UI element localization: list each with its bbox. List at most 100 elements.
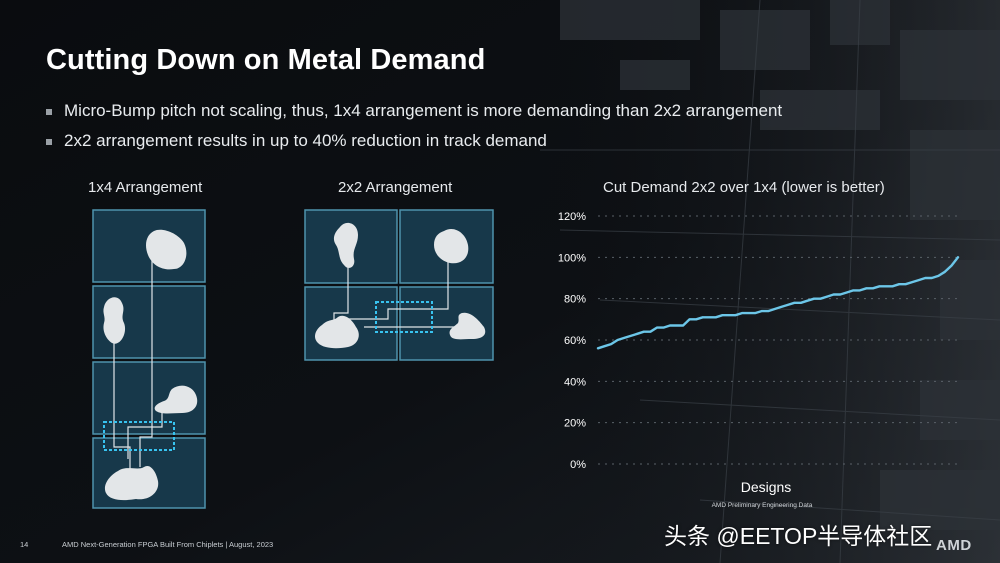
route-wire	[139, 249, 153, 467]
dashed-routing-box	[103, 421, 175, 451]
route-wire	[333, 249, 349, 323]
y-tick-label: 40%	[564, 376, 586, 388]
data-point	[819, 297, 822, 300]
data-point	[597, 347, 599, 350]
arrangement-1x4-label: 1x4 Arrangement	[88, 179, 203, 196]
data-point	[728, 314, 730, 317]
data-point	[754, 312, 756, 314]
data-point	[610, 343, 612, 345]
page-number: 14	[20, 540, 29, 549]
data-point	[904, 283, 907, 286]
dashed-routing-box	[375, 301, 433, 333]
bullet-item: 2x2 arrangement results in up to 40% red…	[46, 126, 782, 156]
arrangement-2x2-diagram	[304, 209, 494, 361]
y-tick-label: 20%	[564, 418, 586, 430]
data-point	[937, 275, 940, 277]
data-point	[806, 299, 809, 302]
data-point	[629, 335, 632, 337]
data-point	[793, 301, 796, 304]
y-tick-label: 80%	[564, 294, 586, 306]
data-point	[767, 310, 770, 312]
chiplet-tile	[304, 209, 398, 284]
data-point	[773, 308, 776, 310]
data-point	[734, 314, 737, 317]
data-point	[813, 297, 815, 300]
bump-blob	[103, 297, 126, 344]
y-tick-label: 120%	[558, 211, 586, 223]
route-wire	[113, 327, 131, 469]
data-point	[603, 345, 606, 348]
data-point	[695, 318, 698, 321]
bump-blob	[434, 228, 469, 264]
amd-logo: AMD	[936, 537, 972, 554]
data-point	[845, 291, 848, 294]
y-tick-label: 100%	[558, 252, 586, 264]
arrangement-2x2-label: 2x2 Arrangement	[338, 179, 453, 196]
data-point	[741, 312, 743, 314]
data-point	[917, 279, 920, 281]
data-point	[872, 287, 874, 290]
data-point	[898, 283, 900, 286]
data-point	[852, 289, 855, 292]
data-point	[714, 316, 717, 319]
bump-blob	[146, 229, 187, 270]
data-point	[950, 264, 953, 267]
data-point	[662, 326, 665, 329]
bullet-item: Micro-Bump pitch not scaling, thus, 1x4 …	[46, 96, 782, 126]
bump-blob	[154, 385, 198, 414]
data-point	[656, 326, 658, 329]
data-point	[865, 287, 868, 290]
bump-blob	[449, 312, 486, 340]
data-point	[800, 301, 802, 304]
bump-blob	[315, 315, 359, 349]
x-axis-label: Designs	[741, 479, 792, 495]
data-point	[642, 330, 645, 333]
data-point	[708, 316, 711, 319]
data-point	[924, 277, 927, 279]
chart-title: Cut Demand 2x2 over 1x4 (lower is better…	[603, 179, 885, 196]
data-point	[780, 306, 783, 308]
data-point	[701, 316, 704, 319]
data-point	[636, 332, 639, 335]
data-point	[688, 318, 691, 321]
route-wire	[127, 409, 163, 459]
bullet-square-icon	[46, 108, 52, 115]
data-point	[616, 339, 619, 341]
slide-title: Cutting Down on Metal Demand	[46, 44, 486, 76]
data-point	[649, 330, 652, 333]
data-point	[891, 285, 894, 288]
y-tick-label: 0%	[570, 459, 586, 471]
data-point	[944, 270, 946, 273]
data-point	[721, 314, 724, 317]
data-point	[885, 285, 887, 288]
bump-blob	[104, 465, 159, 501]
cut-demand-chart: 0% 20% 40% 60% 80% 100% 120% Designs AMD Preli…	[558, 211, 960, 509]
data-point	[669, 324, 671, 327]
data-point	[832, 293, 835, 296]
data-point	[911, 281, 914, 283]
data-point	[858, 289, 861, 292]
series-line	[596, 256, 960, 350]
bullet-list: Micro-Bump pitch not scaling, thus, 1x4 …	[46, 96, 782, 156]
data-point	[786, 304, 789, 306]
y-tick-label: 60%	[564, 335, 586, 347]
data-point	[682, 324, 684, 327]
bullet-text: 2x2 arrangement results in up to 40% red…	[64, 131, 547, 150]
data-point	[760, 310, 763, 312]
data-point	[957, 256, 959, 259]
data-point	[839, 293, 842, 296]
data-source-note: AMD Preliminary Engineering Data	[712, 502, 813, 509]
watermark-text: 头条 @EETOP半导体社区	[664, 523, 933, 549]
data-point	[623, 337, 626, 339]
route-wire	[348, 245, 449, 320]
footer-text: AMD Next-Generation FPGA Built From Chip…	[62, 540, 274, 549]
arrangement-1x4-diagram	[92, 209, 206, 509]
data-point	[675, 324, 678, 327]
bullet-text: Micro-Bump pitch not scaling, thus, 1x4 …	[64, 101, 783, 120]
bullet-square-icon	[46, 138, 52, 145]
data-point	[747, 312, 750, 314]
data-point	[826, 295, 828, 298]
data-point	[930, 277, 933, 279]
data-point	[878, 285, 881, 288]
bump-blob	[333, 222, 358, 268]
